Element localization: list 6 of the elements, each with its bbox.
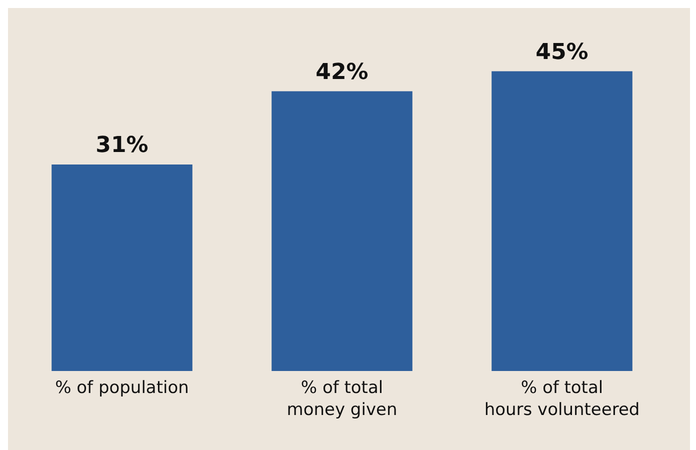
data-label: 31% bbox=[96, 133, 148, 158]
x-tick-label: % of total hours volunteered bbox=[484, 378, 640, 420]
x-tick-label: % of total money given bbox=[286, 378, 398, 420]
data-label: 45% bbox=[536, 40, 588, 65]
data-label: 42% bbox=[316, 60, 368, 85]
x-tick-label: % of population bbox=[55, 378, 189, 398]
